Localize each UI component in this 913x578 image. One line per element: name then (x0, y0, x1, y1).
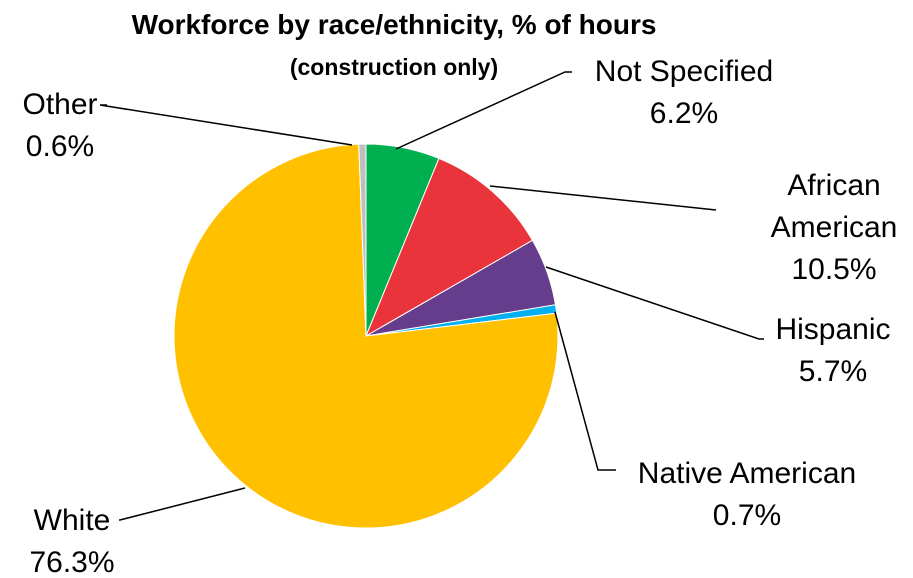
data-label-name-other: Other (22, 88, 97, 121)
chart-subtitle: (construction only) (290, 54, 498, 80)
leader-line-african-american (489, 185, 717, 211)
data-label-value-native-american: 0.7% (713, 499, 781, 532)
data-label-value-not-specified: 6.2% (650, 97, 718, 130)
data-label-name-not-specified: Not Specified (595, 55, 773, 88)
data-label-value-white: 76.3% (29, 546, 114, 578)
leader-line-white (119, 487, 246, 521)
pie-slice-white (173, 143, 559, 529)
data-label-value-other: 0.6% (26, 130, 94, 163)
data-label-value-african-american: 10.5% (791, 253, 876, 286)
data-label-name-african-american: African (787, 169, 880, 202)
data-label-name-hispanic: Hispanic (775, 313, 890, 346)
data-label-name-african-american: American (771, 211, 898, 244)
leader-lines (99, 71, 764, 521)
data-label-value-hispanic: 5.7% (799, 355, 867, 388)
data-label-name-white: White (34, 504, 111, 537)
chart-title: Workforce by race/ethnicity, % of hours (132, 9, 657, 40)
data-labels: Not Specified 6.2% African American 10.5% His… (22, 55, 897, 578)
pie-slice-african-american (364, 157, 534, 338)
leader-line-hispanic (545, 266, 764, 340)
pie-slices (173, 143, 559, 529)
leader-line-other (99, 104, 353, 146)
leader-line-native-american (554, 311, 616, 471)
leader-line-not-specified (395, 71, 572, 150)
pie-slice-other (358, 143, 367, 337)
data-label-name-native-american: Native American (638, 457, 856, 490)
